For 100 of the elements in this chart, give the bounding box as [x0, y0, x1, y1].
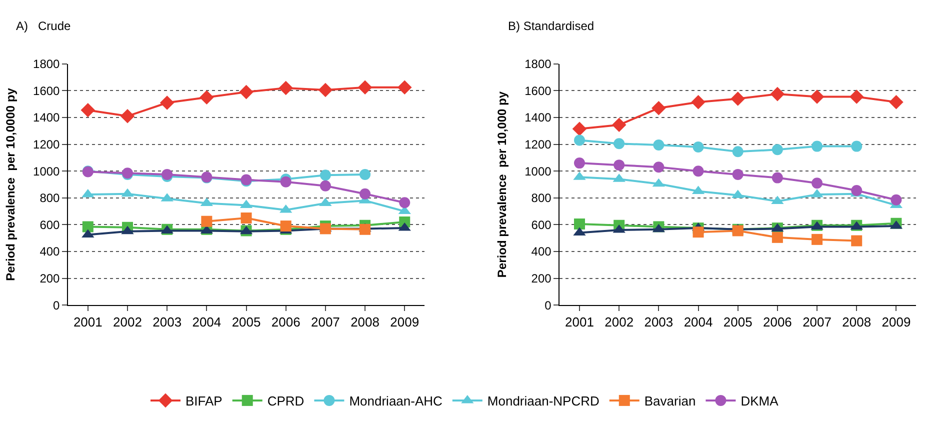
x-tick-label: 2001 — [565, 314, 594, 330]
point — [849, 90, 864, 104]
x-tick-label: 2006 — [762, 314, 792, 330]
y-tick-label: 1000 — [33, 164, 60, 178]
point — [360, 168, 371, 180]
point — [358, 80, 372, 94]
y-tick-label: 800 — [40, 191, 60, 206]
legend-label: BIFAP — [186, 394, 222, 409]
point — [692, 226, 704, 238]
point — [812, 140, 823, 152]
x-tick-label: 2003 — [152, 314, 182, 330]
point — [614, 160, 625, 171]
x-tick-label: 2007 — [310, 314, 340, 330]
point — [397, 80, 412, 94]
y-tick-label: 200 — [40, 272, 60, 286]
y-tick-label: 1000 — [524, 164, 552, 178]
point — [810, 90, 824, 104]
x-tick-label: 2009 — [390, 314, 420, 330]
y-tick-label: 1400 — [33, 110, 60, 125]
point — [691, 94, 706, 110]
legend-label: CPRD — [267, 394, 304, 409]
point — [812, 178, 823, 189]
x-tick-label: 2002 — [604, 314, 634, 330]
y-tick-label: 1200 — [524, 138, 552, 152]
chart-title: B) Standardised — [508, 19, 594, 33]
point — [200, 90, 214, 105]
point — [851, 140, 862, 152]
point — [280, 220, 292, 232]
point — [652, 100, 666, 116]
point — [692, 141, 704, 152]
point — [730, 92, 746, 106]
x-tick-label: 2003 — [644, 314, 674, 330]
point — [320, 170, 331, 181]
y-tick-label: 400 — [40, 244, 60, 259]
x-tick-label: 2006 — [271, 314, 300, 330]
point — [360, 224, 371, 235]
point — [614, 138, 625, 150]
x-tick-label: 2005 — [723, 314, 752, 330]
point — [772, 172, 783, 184]
legend-label: DKMA — [740, 394, 779, 409]
point — [240, 212, 252, 224]
point — [320, 180, 331, 192]
point — [278, 80, 293, 96]
chart-title: A) Crude — [16, 19, 72, 33]
point — [120, 109, 135, 124]
point — [318, 82, 333, 98]
point — [574, 158, 585, 169]
point — [812, 234, 823, 245]
point — [732, 146, 744, 158]
y-tick-label: 1800 — [524, 57, 552, 72]
y-axis-title: Period prevalence per 10,0000 py — [3, 88, 18, 281]
point — [574, 134, 585, 146]
y-tick-label: 600 — [40, 218, 60, 232]
legend-label: Mondriaan-NPCRD — [487, 394, 600, 409]
point — [160, 96, 174, 110]
point — [612, 118, 626, 132]
x-tick-label: 2008 — [842, 314, 872, 330]
y-tick-label: 0 — [544, 298, 552, 312]
y-tick-label: 600 — [531, 218, 552, 232]
point — [574, 218, 585, 230]
point — [653, 139, 664, 150]
y-tick-label: 800 — [531, 191, 552, 206]
y-tick-label: 0 — [53, 298, 60, 312]
point — [772, 144, 783, 156]
y-tick-label: 1600 — [33, 84, 60, 98]
point — [201, 216, 212, 227]
point — [399, 197, 410, 208]
point — [851, 185, 862, 196]
point — [890, 194, 902, 206]
point — [239, 84, 254, 100]
x-tick-label: 2001 — [73, 314, 102, 330]
point — [732, 168, 744, 180]
y-tick-label: 200 — [531, 272, 552, 286]
point — [360, 188, 371, 200]
point — [851, 235, 862, 246]
point — [692, 166, 704, 177]
y-axis-title: Period prevalence per 10,000 py — [494, 91, 509, 278]
point — [772, 232, 783, 243]
x-tick-label: 2004 — [192, 314, 222, 330]
point — [80, 102, 96, 118]
x-tick-label: 2002 — [113, 314, 142, 330]
x-tick-label: 2009 — [882, 314, 911, 330]
point — [572, 122, 587, 136]
point — [280, 176, 292, 188]
point — [889, 94, 904, 110]
point — [82, 221, 94, 232]
x-tick-label: 2008 — [350, 314, 380, 330]
x-tick-label: 2004 — [684, 314, 713, 330]
legend-label: Bavarian — [644, 394, 696, 409]
y-tick-label: 1800 — [33, 57, 60, 72]
y-tick-label: 1400 — [524, 110, 552, 125]
point — [320, 223, 331, 234]
y-tick-label: 1600 — [524, 84, 552, 98]
y-tick-label: 400 — [531, 244, 552, 259]
x-tick-label: 2005 — [232, 314, 261, 330]
point — [770, 86, 785, 102]
legend-label: Mondriaan-AHC — [349, 394, 442, 409]
y-tick-label: 1200 — [33, 138, 60, 152]
x-tick-label: 2007 — [802, 314, 832, 330]
point — [653, 162, 664, 173]
